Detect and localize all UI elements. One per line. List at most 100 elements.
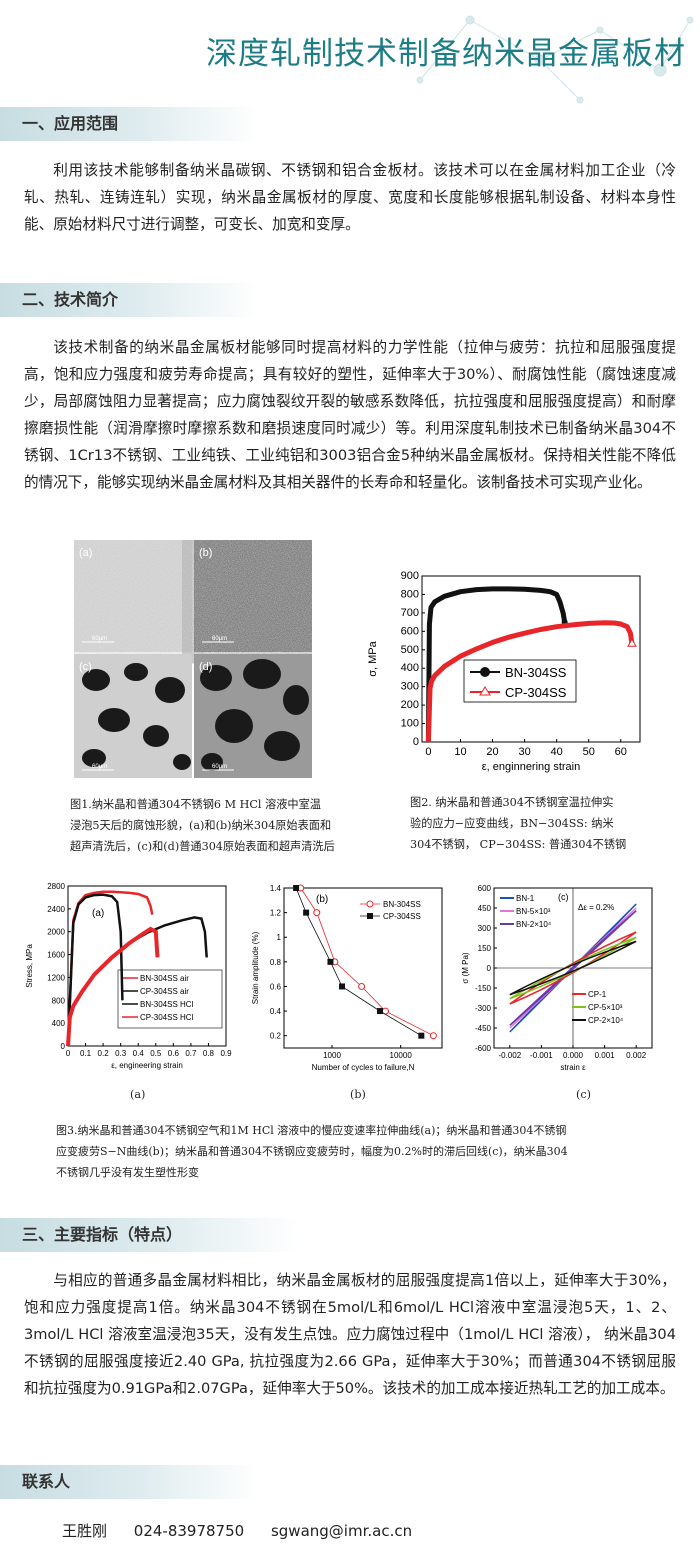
x-tick-label: 0.000 xyxy=(563,1051,584,1060)
fig1-scale-c: 60μm xyxy=(92,764,107,770)
plot-frame xyxy=(283,887,443,1049)
fig1-scale-d: 60μm xyxy=(212,764,227,770)
section-heading-contact: 联系人 xyxy=(22,1472,71,1491)
series-line-BN-304SS xyxy=(425,586,568,743)
x-tick-label: 0.002 xyxy=(626,1051,647,1060)
legend-label: BN-2×10⁴ xyxy=(516,920,552,929)
y-tick-label: -600 xyxy=(475,1044,492,1053)
legend-label: CP-304SS xyxy=(505,685,567,700)
legend-marker xyxy=(480,667,490,677)
y-tick-label: 1600 xyxy=(47,951,65,960)
y-tick-label: 150 xyxy=(478,944,492,953)
y-tick-label: 400 xyxy=(401,662,419,674)
series-marker xyxy=(627,638,637,647)
fig3a-ssrt-chart: 0 0.1 0.2 0.3 0.4 0.5 0.6 0.7 0.8 0.9 0 400 800 1200 1… xyxy=(25,882,232,1070)
y-tick-label: 1.2 xyxy=(270,909,282,918)
chart-annotation: Δε = 0.2% xyxy=(578,903,614,912)
series-line-BN-304SS air xyxy=(66,890,154,1047)
page-title: 深度轧制技术制备纳米晶金属板材 xyxy=(206,36,686,72)
x-tick-label: 0.5 xyxy=(150,1049,162,1058)
legend-box xyxy=(463,659,577,703)
contact-email[interactable]: sgwang@imr.ac.cn xyxy=(270,1522,413,1540)
y-tick-label: -300 xyxy=(475,1004,492,1013)
y-tick-label: 0.6 xyxy=(270,982,282,991)
header-decoration xyxy=(416,15,694,104)
x-tick-label: 40 xyxy=(551,746,563,758)
data-point xyxy=(418,1032,425,1039)
legend-label: CP-5×10³ xyxy=(588,1003,623,1012)
series-line-BN-304SS HCl xyxy=(66,893,124,1047)
fig2-stress-strain-chart: 0 10 20 30 40 50 60010020030040050060070080090… xyxy=(367,570,641,773)
contact-line: 王胜刚 024-83978750 sgwang@imr.ac.cn xyxy=(62,1520,434,1541)
fig1-label-b: (b) xyxy=(199,547,212,559)
data-point xyxy=(376,1008,383,1015)
legend-label: CP-2×10⁴ xyxy=(588,1016,624,1025)
section-heading-intro: 二、技术简介 xyxy=(22,290,119,309)
x-tick-label: 0.8 xyxy=(203,1049,215,1058)
x-tick-label: 0.3 xyxy=(115,1049,127,1058)
y-tick-label: 300 xyxy=(401,681,419,693)
chart-title: (a) xyxy=(92,908,104,919)
y-tick-label: 500 xyxy=(401,644,419,656)
legend-marker xyxy=(479,686,491,696)
series-loop-BN-2×10⁴ xyxy=(509,910,637,1026)
y-tick-label: 100 xyxy=(401,718,419,730)
x-tick-label: 0.1 xyxy=(80,1049,92,1058)
fig2-caption-line: 验的应力−应变曲线，BN−304SS: 纳米 xyxy=(410,817,614,830)
x-tick-label: 20 xyxy=(486,746,498,758)
x-axis-label: Number of cycles to failure,N xyxy=(312,1063,415,1072)
legend-label: CP-1 xyxy=(588,990,607,999)
x-tick-label: 0 xyxy=(425,746,431,758)
fig1-caption-line: 超声清洗后，(c)和(d)普通304原始表面和超声清洗后 xyxy=(70,840,335,853)
y-tick-label: 800 xyxy=(52,996,66,1005)
y-tick-label: 0.8 xyxy=(270,958,282,967)
fig3c-sublabel: (c) xyxy=(576,1088,591,1101)
legend-label: BN-304SS xyxy=(505,665,567,680)
y-tick-label: 1200 xyxy=(47,973,65,982)
section-text-application: 利用该技术能够制备纳米晶碳钢、不锈钢和铝合金板材。该技术可以在金属材料加工企业（… xyxy=(24,162,676,233)
fig3-caption-line: 图3.纳米晶和普通304不锈钢空气和1M HCl 溶液中的慢应变速率拉伸曲线(a… xyxy=(56,1124,567,1137)
section-heading-indicators: 三、主要指标（特点） xyxy=(22,1225,183,1244)
x-tick-label: 1000 xyxy=(323,1051,341,1060)
fig1-label-d: (d) xyxy=(199,661,212,673)
section-text-indicators: 与相应的普通多晶金属材料相比，纳米晶金属板材的屈服强度提高1倍以上，延伸率大于3… xyxy=(24,1272,676,1397)
y-tick-label: 1 xyxy=(277,933,282,942)
y-axis-label: σ (M Pa) xyxy=(461,952,470,983)
y-tick-label: 400 xyxy=(52,1019,66,1028)
x-tick-label: -0.002 xyxy=(498,1051,521,1060)
fig3-caption: 图3.纳米晶和普通304不锈钢空气和1M HCl 溶液中的慢应变速率拉伸曲线(a… xyxy=(56,1120,568,1183)
section-bar-1 xyxy=(0,107,260,141)
data-point xyxy=(339,983,346,990)
fig1-caption: 图1.纳米晶和普通304不锈钢6 M HCl 溶液中室温 浸泡5天后的腐蚀形貌，… xyxy=(70,794,335,857)
legend-label: CP-304SS air xyxy=(140,987,189,996)
x-axis-label: ε, engineering strain xyxy=(111,1061,183,1070)
y-axis-label: Strain amplitude (%) xyxy=(251,931,260,1004)
y-tick-label: 1.4 xyxy=(270,884,282,893)
x-tick-label: -0.001 xyxy=(530,1051,553,1060)
x-axis-label: strain ε xyxy=(560,1063,586,1072)
fig2-caption: 图2. 纳米晶和普通304不锈钢室温拉伸实 验的应力−应变曲线，BN−304SS… xyxy=(410,792,626,855)
data-point xyxy=(358,982,366,990)
y-tick-label: 2800 xyxy=(47,882,65,891)
series-line-CP-304SS HCl xyxy=(66,926,160,1047)
series-line-BN-304SS xyxy=(300,887,434,1037)
y-axis-label: σ, MPa xyxy=(367,640,379,676)
x-tick-label: 0.001 xyxy=(595,1051,616,1060)
plot-frame xyxy=(67,885,227,1047)
fig3-caption-line: 不锈钢几乎没有发生塑性形变 xyxy=(56,1166,199,1179)
y-tick-label: 0 xyxy=(61,1042,66,1051)
fig1-label-a: (a) xyxy=(79,547,92,559)
y-tick-label: 2000 xyxy=(47,928,65,937)
legend-label: BN-1 xyxy=(516,894,535,903)
x-tick-label: 10000 xyxy=(390,1051,413,1060)
y-tick-label: 0 xyxy=(487,964,492,973)
legend-label: CP-304SS xyxy=(383,912,421,921)
series-line-CP-304SS xyxy=(295,887,422,1037)
data-point xyxy=(429,1032,437,1040)
contact-name: 王胜刚 xyxy=(62,1522,108,1540)
y-axis-label: Stress, MPa xyxy=(25,944,34,988)
x-tick-label: 0 xyxy=(66,1049,71,1058)
fig1-label-c: (c) xyxy=(79,661,92,673)
contact-phone: 024-83978750 xyxy=(133,1522,245,1540)
section-bar-2 xyxy=(0,283,260,317)
